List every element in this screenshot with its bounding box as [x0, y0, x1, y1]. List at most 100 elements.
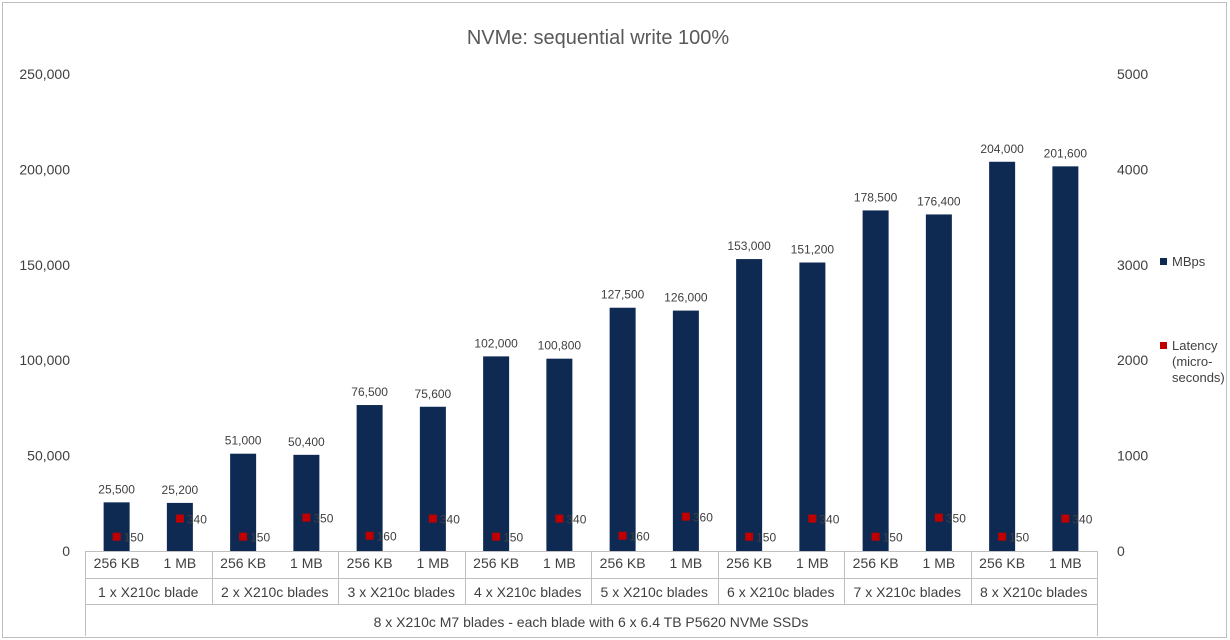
category-label: 1 MB — [417, 555, 450, 571]
legend-swatch-latency — [1160, 342, 1167, 349]
latency-points — [112, 512, 1070, 541]
latency-value-label: 340 — [440, 513, 460, 527]
y2-tick-label: 3000 — [1117, 257, 1148, 273]
category-label: 256 KB — [94, 555, 140, 571]
bar — [609, 307, 636, 551]
latency-point — [1061, 514, 1070, 523]
bar-value-label: 76,500 — [351, 385, 388, 399]
y2-tick-label: 0 — [1117, 543, 1125, 559]
category-label: 256 KB — [726, 555, 772, 571]
latency-value-label: 350 — [313, 512, 333, 526]
y-tick-label: 100,000 — [19, 352, 70, 368]
legend-label-latency: Latency — [1172, 338, 1218, 353]
group-label: 7 x X210c blades — [854, 584, 961, 600]
latency-value-label: 340 — [1072, 513, 1092, 527]
bar — [419, 406, 446, 551]
category-label: 1 MB — [290, 555, 323, 571]
bar — [925, 214, 952, 551]
legend-swatch-mbps — [1160, 258, 1167, 265]
bars — [103, 161, 1079, 551]
latency-point — [745, 532, 754, 541]
latency-value-label: 340 — [187, 513, 207, 527]
bar — [166, 502, 193, 551]
y2-tick-label: 5000 — [1117, 66, 1148, 82]
y-tick-label: 200,000 — [19, 161, 70, 177]
bar-value-label: 100,800 — [538, 339, 582, 353]
latency-point — [618, 531, 627, 540]
latency-value-label: 150 — [1009, 531, 1029, 545]
latency-point — [808, 514, 817, 523]
legend-label-latency: (micro- — [1172, 354, 1212, 369]
category-label: 1 MB — [796, 555, 829, 571]
latency-point — [365, 531, 374, 540]
latency-point — [555, 514, 564, 523]
group-label: 5 x X210c blades — [601, 584, 708, 600]
group-label: 8 x X210c blades — [980, 584, 1087, 600]
bar-value-label: 178,500 — [854, 190, 898, 204]
y-tick-label: 50,000 — [27, 448, 70, 464]
latency-value-label: 150 — [883, 531, 903, 545]
latency-point — [239, 532, 248, 541]
bar-value-label: 126,000 — [664, 291, 708, 305]
bar — [1052, 166, 1079, 551]
bar-value-label: 151,200 — [791, 243, 835, 257]
y2-tick-label: 1000 — [1117, 448, 1148, 464]
bar-value-label: 201,600 — [1044, 146, 1088, 160]
group-label: 4 x X210c blades — [474, 584, 581, 600]
y2-tick-label: 2000 — [1117, 352, 1148, 368]
category-label: 256 KB — [853, 555, 899, 571]
latency-value-label: 340 — [566, 513, 586, 527]
category-label: 1 MB — [543, 555, 576, 571]
category-label: 256 KB — [979, 555, 1025, 571]
bar — [103, 502, 130, 551]
group-label: 3 x X210c blades — [348, 584, 455, 600]
legend-label-mbps: MBps — [1172, 254, 1206, 269]
latency-point — [175, 514, 184, 523]
group-label: 2 x X210c blades — [221, 584, 328, 600]
bar-value-label: 25,500 — [98, 482, 135, 496]
x-axis-title: 8 x X210c M7 blades - each blade with 6 … — [374, 614, 809, 630]
group-label: 6 x X210c blades — [727, 584, 834, 600]
bar — [989, 161, 1016, 551]
bar — [483, 356, 510, 551]
bar-value-label: 75,600 — [415, 387, 452, 401]
latency-value-label: 150 — [124, 531, 144, 545]
bar-value-label: 50,400 — [288, 435, 325, 449]
category-axis: 256 KB 1 MB 256 KB 1 MB 256 KB 1 MB 256 KB 1 MB… — [85, 551, 1098, 636]
category-label: 1 MB — [1049, 555, 1082, 571]
bar-value-label: 127,500 — [601, 288, 645, 302]
latency-point — [492, 532, 501, 541]
category-label: 256 KB — [347, 555, 393, 571]
latency-value-label: 350 — [946, 512, 966, 526]
latency-value-label: 160 — [630, 530, 650, 544]
category-label: 256 KB — [600, 555, 646, 571]
y2-tick-label: 4000 — [1117, 161, 1148, 177]
latency-value-label: 150 — [250, 531, 270, 545]
bar-value-label: 51,000 — [225, 434, 262, 448]
bar-value-label: 25,200 — [162, 483, 199, 497]
latency-point — [302, 513, 311, 522]
category-label: 256 KB — [220, 555, 266, 571]
group-label: 1 x X210c blade — [98, 584, 199, 600]
y-tick-label: 250,000 — [19, 66, 70, 82]
latency-value-label: 150 — [756, 531, 776, 545]
y-tick-label: 0 — [62, 543, 70, 559]
bar — [736, 259, 763, 551]
bar-value-label: 102,000 — [474, 336, 518, 350]
chart-title: NVMe: sequential write 100% — [467, 27, 730, 49]
legend-label-latency: seconds) — [1172, 370, 1225, 385]
y-tick-label: 150,000 — [19, 257, 70, 273]
latency-point — [681, 512, 690, 521]
bar — [672, 310, 699, 551]
latency-value-label: 360 — [693, 511, 713, 525]
bar — [862, 210, 889, 551]
legend: MBps Latency(micro-seconds) — [1160, 254, 1225, 385]
latency-point — [428, 514, 437, 523]
latency-value-label: 150 — [503, 531, 523, 545]
latency-value-label: 160 — [377, 530, 397, 544]
bar — [293, 454, 320, 551]
bar-value-label: 176,400 — [917, 194, 961, 208]
bar — [356, 405, 383, 551]
